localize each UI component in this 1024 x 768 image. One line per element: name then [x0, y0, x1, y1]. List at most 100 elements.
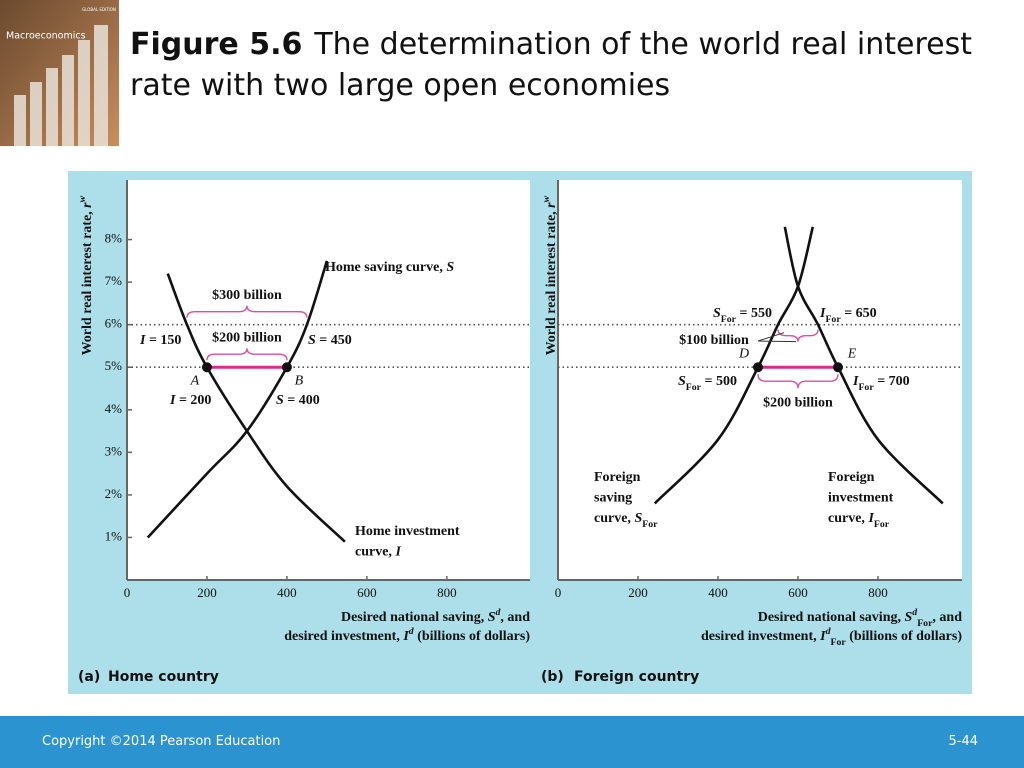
x-tick-label: 400 — [277, 585, 297, 600]
figure: 1% 2% 3% 4% 5% 6% 7% 8% 0 200 400 600 800 World real … — [68, 171, 972, 694]
y-tick-label: 1% — [105, 528, 123, 543]
annotation: S = 450 — [308, 333, 352, 348]
curve — [146, 260, 329, 539]
text-part: r — [544, 202, 559, 208]
text-part: For — [917, 618, 933, 629]
brace — [757, 374, 839, 389]
text-part: S — [308, 333, 316, 348]
x-tick-label: 600 — [357, 585, 377, 600]
text-part: saving — [594, 491, 632, 506]
copyright: Copyright ©2014 Pearson Education — [42, 734, 281, 749]
text-part: w — [77, 195, 88, 202]
text-part: Foreign — [594, 470, 641, 485]
text-part: = 700 — [874, 374, 910, 389]
text-part: w — [541, 195, 552, 202]
text-part: S — [634, 511, 642, 526]
brace — [186, 305, 308, 318]
y-tick-label: 4% — [105, 401, 123, 416]
text-part: = 150 — [145, 333, 181, 348]
footer: Copyright ©2014 Pearson Education 5-44 — [0, 716, 1024, 768]
annotation: Home investment — [355, 524, 460, 539]
curve — [166, 273, 346, 543]
text-part: curve, — [355, 545, 395, 560]
text-part: r — [80, 202, 95, 208]
point-label: B — [295, 373, 304, 388]
brace-label: $200 billion — [212, 330, 282, 345]
text-part: For — [858, 382, 874, 393]
text-part: Foreign — [828, 470, 875, 485]
text-part: (billions of dollars) — [846, 629, 963, 644]
text-part: I — [819, 629, 826, 644]
text-part: = 450 — [316, 333, 352, 348]
slide-title: Figure 5.6 The determination of the world… — [130, 24, 1010, 106]
plot-area — [127, 180, 530, 580]
text-part: I — [402, 629, 409, 644]
text-part: I — [867, 511, 874, 526]
point-label: E — [847, 346, 857, 361]
text-part: S — [446, 260, 454, 275]
text-part: d — [912, 607, 918, 618]
text-part: I — [852, 374, 859, 389]
figure-number: Figure 5.6 — [130, 27, 303, 62]
y-tick-label: 2% — [105, 486, 123, 501]
text-part: World real interest rate, — [80, 208, 95, 356]
equilibrium-point — [201, 362, 212, 373]
y-tick-label: 3% — [105, 443, 123, 458]
x-axis-label: desired investment, IdFor (billions of d… — [701, 626, 962, 648]
leader-line — [757, 340, 797, 343]
annotation: I = 150 — [139, 333, 181, 348]
annotation: SFor = 500 — [678, 374, 737, 393]
x-axis-label: Desired national saving, Sd, and — [341, 607, 530, 625]
cover-art — [14, 25, 108, 146]
y-tick-label: 6% — [105, 316, 123, 331]
text-part: investment — [828, 491, 894, 506]
brace-label: $200 billion — [763, 395, 833, 410]
brace-label: $300 billion — [212, 288, 282, 303]
point-label: A — [190, 373, 200, 388]
x-tick-label: 0 — [555, 585, 562, 600]
text-part: = 200 — [175, 393, 211, 408]
cover-title: Macroeconomics — [6, 31, 86, 42]
x-tick-label: 200 — [197, 585, 217, 600]
annotation: curve, SFor — [594, 511, 658, 530]
text-part: S — [713, 306, 721, 321]
x-tick-label: 200 — [628, 585, 648, 600]
brace-label: $100 billion — [679, 333, 749, 348]
y-tick-label: 5% — [105, 358, 123, 373]
text-part: For — [721, 314, 737, 325]
page-number: 5-44 — [948, 734, 978, 749]
text-part: For — [642, 519, 658, 530]
y-axis-label: World real interest rate, rw — [77, 195, 95, 355]
x-tick-label: 800 — [868, 585, 888, 600]
text-part: curve, — [828, 511, 868, 526]
y-axis-label: World real interest rate, rw — [541, 195, 559, 355]
text-part: d — [496, 607, 502, 618]
x-tick-label: 0 — [124, 585, 131, 600]
text-part: S — [488, 610, 496, 625]
panel-letter: (b) — [541, 669, 564, 685]
equilibrium-point — [281, 362, 292, 373]
annotation: SFor = 550 — [713, 306, 772, 325]
x-tick-label: 600 — [788, 585, 808, 600]
panel-title: Foreign country — [574, 669, 699, 685]
annotation: saving — [594, 491, 632, 506]
equilibrium-point — [753, 362, 763, 373]
annotation: IFor = 650 — [819, 306, 877, 325]
y-tick-label: 8% — [105, 231, 123, 246]
leader-line — [757, 332, 785, 342]
x-tick-label: 800 — [437, 585, 457, 600]
text-part: Home investment — [355, 524, 460, 539]
text-part: = 400 — [284, 393, 320, 408]
text-part: S — [904, 610, 912, 625]
text-part: I — [169, 393, 176, 408]
annotation: S = 400 — [276, 393, 320, 408]
text-part: = 500 — [701, 374, 737, 389]
panel-letter: (a) — [78, 669, 100, 685]
text-part: = 550 — [736, 306, 772, 321]
x-axis-label: Desired national saving, SdFor, and — [758, 607, 962, 629]
text-part: curve, — [594, 511, 634, 526]
annotation: curve, IFor — [828, 511, 890, 530]
annotation: I = 200 — [169, 393, 211, 408]
annotation: Foreign — [828, 470, 875, 485]
